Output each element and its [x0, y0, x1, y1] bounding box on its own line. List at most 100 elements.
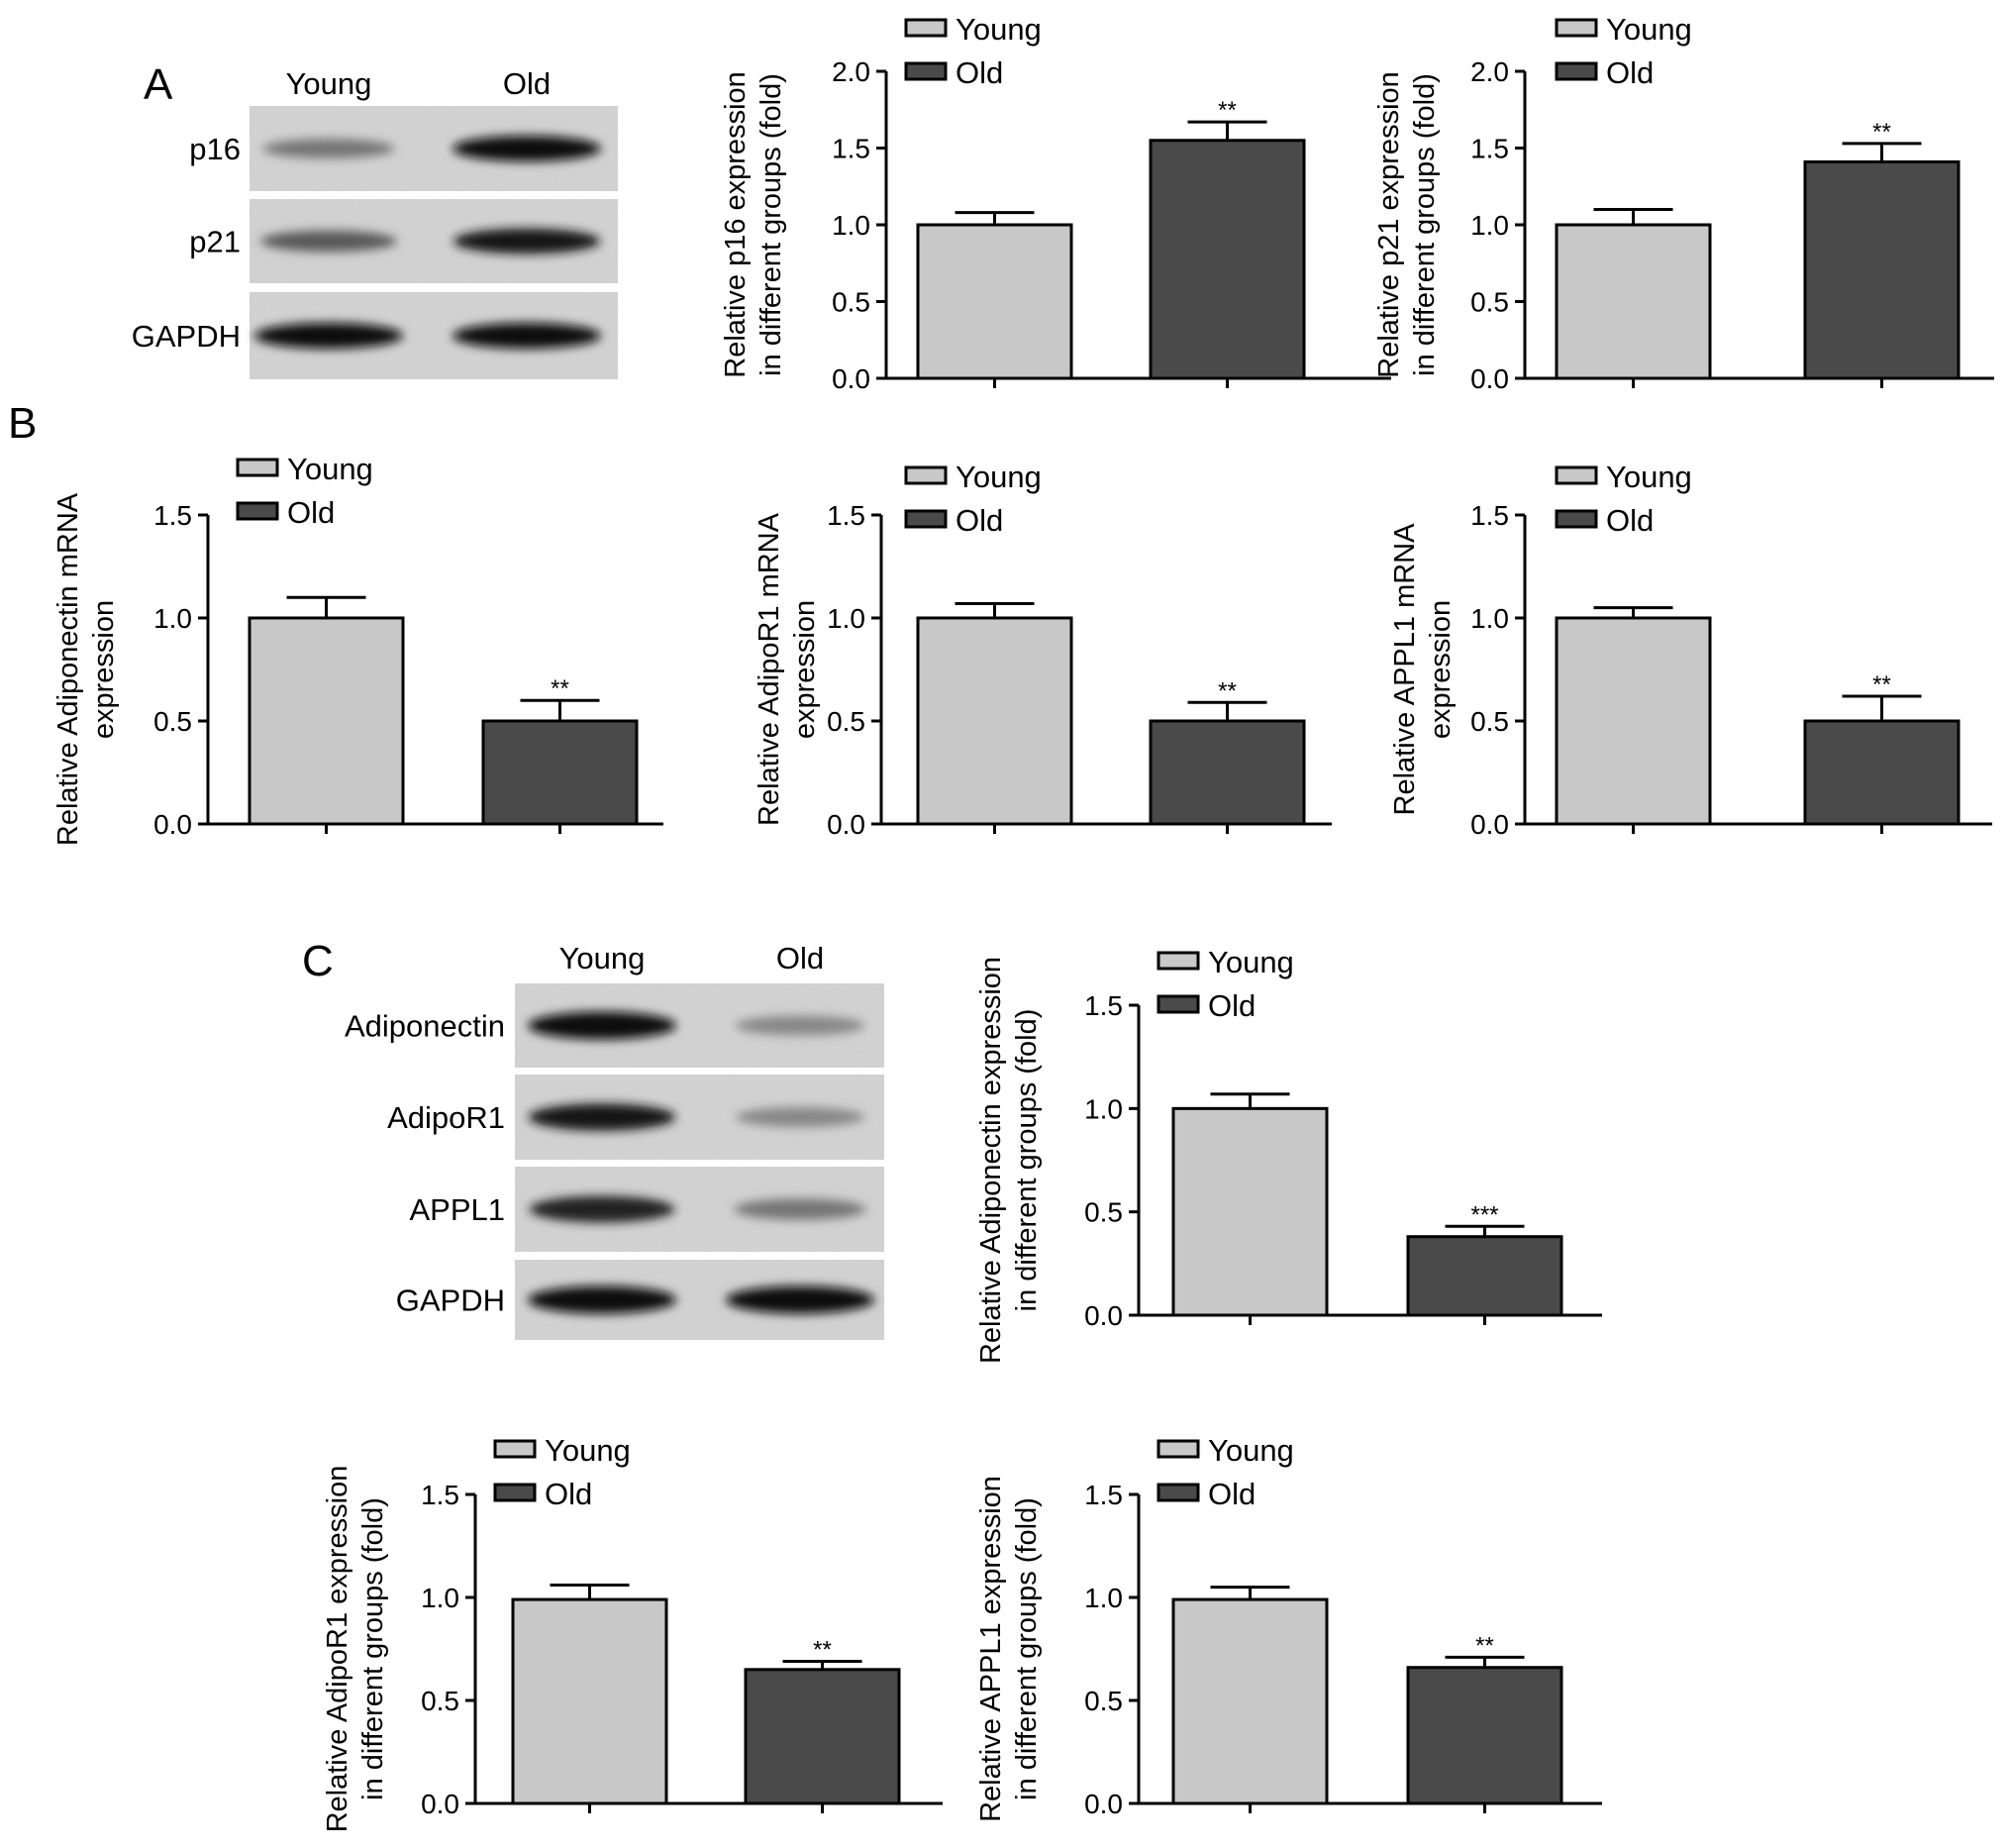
- y-axis-label: Relative AdipoR1 expression in different …: [322, 1466, 389, 1833]
- y-tick-label: 1.0: [1470, 210, 1509, 241]
- legend-swatch-old: [1555, 509, 1598, 529]
- bar-young: [1171, 1597, 1329, 1805]
- legend-label-old: Old: [956, 55, 1003, 90]
- y-tick-label: 0.0: [1084, 1300, 1123, 1331]
- y-axis-label-line: in different groups (fold): [357, 1497, 389, 1800]
- y-tick-label: 0.0: [153, 809, 192, 840]
- y-tick-label: 1.0: [1470, 603, 1509, 634]
- legend-label-old: Old: [1208, 988, 1256, 1023]
- y-tick-label: 1.0: [421, 1583, 459, 1613]
- y-tick-label: 0.0: [827, 809, 865, 840]
- y-axis-label-line: Relative p21 expression: [1373, 71, 1405, 378]
- chart-c-adipor1: 0.0 0.5 1.0 1.5 ** Relative AdipoR1 expressio…: [322, 1433, 943, 1832]
- chart-c-adiponectin: 0.0 0.5 1.0 1.5 *** Relative Adiponectin expr…: [975, 945, 1602, 1364]
- y-tick-label: 1.0: [832, 210, 870, 241]
- legend-swatch-old: [904, 509, 948, 529]
- y-tick-label: 2.0: [832, 56, 870, 87]
- blot-band-old: [735, 1015, 865, 1036]
- significance-marker: **: [1475, 1632, 1494, 1659]
- legend-label-old: Old: [1208, 1477, 1256, 1511]
- y-axis-label-line: expression: [88, 600, 120, 739]
- legend-swatch-young: [493, 1439, 537, 1459]
- bar-young: [916, 616, 1073, 826]
- blot-row-label: Adiponectin: [345, 1009, 505, 1044]
- blot-row-label: APPL1: [409, 1192, 505, 1227]
- y-tick-label: 1.5: [1470, 500, 1509, 531]
- y-tick-label: 0.0: [1470, 809, 1509, 840]
- y-axis-label-line: expression: [789, 600, 821, 739]
- blot-row-appl1: APPL1: [409, 1167, 884, 1252]
- bar-young: [1555, 223, 1712, 380]
- y-tick-label: 0.0: [1084, 1789, 1123, 1819]
- blot-band-young: [254, 323, 403, 349]
- blot-band-old: [735, 1107, 865, 1127]
- significance-marker: ***: [1470, 1201, 1498, 1228]
- legend-swatch-young: [904, 18, 948, 38]
- bar-old: [1406, 1666, 1563, 1805]
- y-tick-label: 1.5: [153, 500, 192, 531]
- bar-old: [1149, 139, 1306, 380]
- y-tick-label: 0.5: [421, 1686, 459, 1716]
- y-axis-label: Relative APPL1 mRNA expression: [1389, 523, 1457, 816]
- y-axis-label-line: expression: [1425, 600, 1457, 739]
- y-tick-label: 0.5: [1470, 706, 1509, 737]
- y-axis-label-line: Relative Adiponectin mRNA: [52, 492, 84, 846]
- y-axis-label-line: Relative APPL1 expression: [975, 1476, 1007, 1822]
- y-tick-label: 2.0: [1470, 56, 1509, 87]
- panel-letter-c: C: [302, 937, 334, 985]
- y-tick-label: 1.5: [421, 1480, 459, 1510]
- legend-label-old: Old: [287, 495, 335, 530]
- legend-label-old: Old: [1606, 55, 1654, 90]
- significance-marker: **: [1872, 119, 1891, 146]
- blot-band-young: [262, 139, 395, 158]
- blot-row-gapdh: GAPDH: [396, 1260, 884, 1340]
- legend-swatch-old: [1555, 61, 1598, 81]
- legend-label-young: Young: [956, 12, 1042, 47]
- y-axis-label-line: Relative APPL1 mRNA: [1389, 523, 1421, 816]
- y-tick-label: 0.5: [827, 706, 865, 737]
- y-tick-label: 1.5: [1084, 1480, 1123, 1510]
- bar-old: [744, 1668, 901, 1805]
- legend-label-old: Old: [1606, 503, 1654, 538]
- blot-row-adipor1: AdipoR1: [387, 1075, 884, 1160]
- y-axis-label-line: in different groups (fold): [1011, 1497, 1043, 1800]
- significance-marker: **: [1218, 677, 1237, 704]
- blot-row-p16: p16: [189, 106, 618, 191]
- y-tick-label: 1.0: [827, 603, 865, 634]
- y-tick-label: 1.5: [827, 500, 865, 531]
- y-axis-label: Relative AdipoR1 mRNA expression: [754, 512, 821, 826]
- blot-row-label: AdipoR1: [387, 1100, 505, 1135]
- bar-old: [1149, 719, 1306, 826]
- y-tick-label: 0.5: [832, 287, 870, 318]
- legend-swatch-young: [236, 458, 279, 477]
- western-blot-a: Young Old p16 p21 GAPDH: [132, 66, 618, 379]
- y-tick-label: 0.5: [1084, 1197, 1123, 1228]
- legend-swatch-young: [904, 465, 948, 485]
- legend-swatch-young: [1555, 465, 1598, 485]
- legend-label-young: Young: [545, 1433, 631, 1468]
- y-tick-label: 0.0: [832, 363, 870, 394]
- y-tick-label: 0.5: [1470, 287, 1509, 318]
- lane-label-old: Old: [776, 941, 824, 975]
- legend-label-young: Young: [287, 452, 373, 486]
- legend-label-old: Old: [545, 1477, 592, 1511]
- blot-row-label: GAPDH: [396, 1283, 505, 1318]
- legend-swatch-old: [1157, 1483, 1200, 1502]
- bar-charts: 0.0 0.5 1.0 1.5 2.0 ** Relative p16 expression…: [52, 12, 1994, 1832]
- legend-label-young: Young: [1606, 12, 1692, 47]
- y-tick-label: 1.0: [1084, 1583, 1123, 1613]
- bar-young: [248, 616, 405, 826]
- blot-band-young: [528, 1285, 676, 1314]
- y-axis-label: Relative p16 expression in different grou…: [720, 71, 787, 378]
- blot-band-old: [453, 228, 601, 255]
- y-axis-label-line: in different groups (fold): [1011, 1009, 1043, 1312]
- y-axis-label: Relative Adiponectin expression in differ…: [975, 957, 1043, 1364]
- blot-row-label: p21: [189, 225, 241, 259]
- blot-row-p21: p21: [189, 199, 618, 283]
- bar-old: [481, 719, 639, 826]
- y-tick-label: 0.5: [1084, 1686, 1123, 1716]
- bar-old: [1803, 159, 1961, 380]
- panel-letter-a: A: [144, 60, 173, 109]
- y-axis-label: Relative Adiponectin mRNA expression: [52, 492, 120, 846]
